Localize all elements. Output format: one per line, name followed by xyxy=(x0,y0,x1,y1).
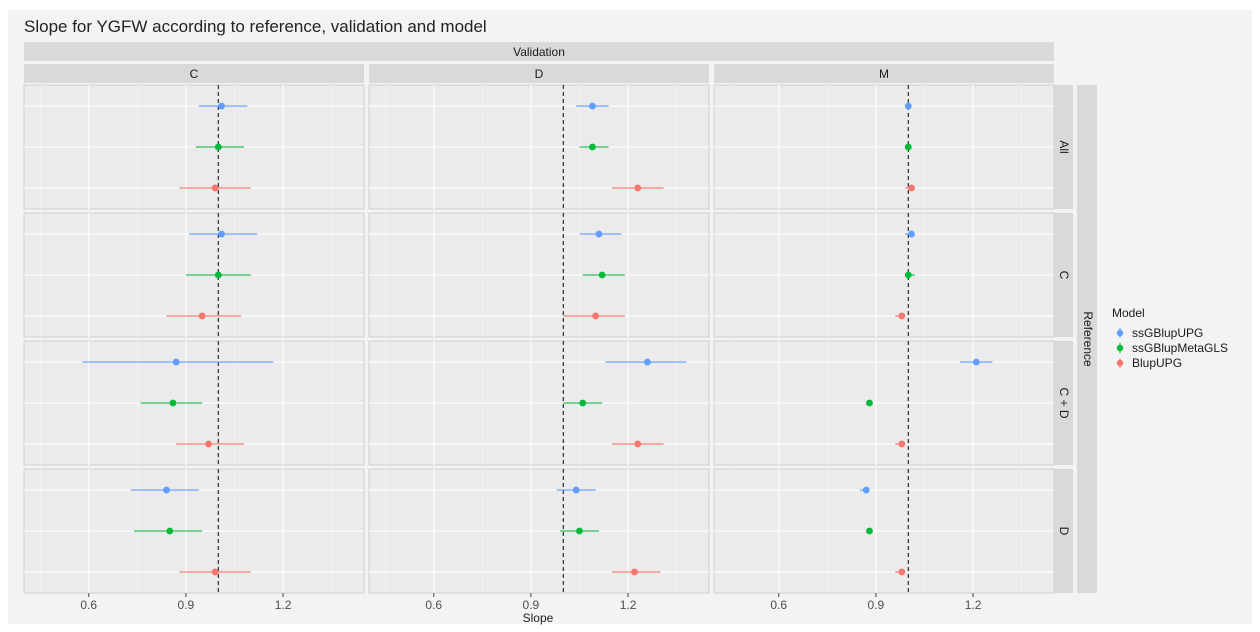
reference-strip xyxy=(1077,85,1097,593)
data-point xyxy=(218,230,225,238)
data-point xyxy=(198,312,206,320)
legend-key-point xyxy=(1116,359,1124,367)
data-point xyxy=(172,358,180,366)
data-point xyxy=(898,440,906,448)
validation-strip xyxy=(24,42,1054,61)
data-point xyxy=(972,358,980,366)
data-point xyxy=(592,312,600,320)
data-point xyxy=(211,568,219,576)
x-tick-label: 0.9 xyxy=(178,598,195,612)
x-tick-label: 0.9 xyxy=(868,598,885,612)
row-strip-label: C + D xyxy=(1057,387,1071,418)
data-point xyxy=(214,143,222,151)
row-strip-c xyxy=(1053,213,1073,337)
data-point xyxy=(862,486,870,494)
data-point xyxy=(904,102,912,110)
x-tick-label: 0.9 xyxy=(523,598,540,612)
column-strip-m xyxy=(714,64,1054,83)
reference-strip-label: Reference xyxy=(1081,311,1095,367)
data-point xyxy=(218,102,225,110)
row-strip-label: D xyxy=(1057,527,1071,536)
data-point xyxy=(169,399,177,407)
legend-key-point xyxy=(1116,344,1124,352)
data-point xyxy=(631,568,638,576)
row-strip-label: All xyxy=(1057,140,1071,153)
data-point xyxy=(908,184,915,192)
x-tick-label: 0.6 xyxy=(425,598,442,612)
legend-item-label: BlupUPG xyxy=(1132,356,1182,370)
row-strip-label: C xyxy=(1057,271,1071,280)
column-strip-label: C xyxy=(190,67,199,81)
legend-item-label: ssGBlupUPG xyxy=(1132,326,1203,340)
x-tick-label: 1.2 xyxy=(620,598,637,612)
x-tick-label: 1.2 xyxy=(965,598,982,612)
column-strip-d xyxy=(369,64,709,83)
facet-grid: Validation C D M Reference All C C + D D 0.6 0.9 1.… xyxy=(23,42,1097,612)
data-point xyxy=(634,440,642,448)
data-point xyxy=(211,184,219,192)
data-point xyxy=(908,230,915,238)
column-strip-label: D xyxy=(535,67,544,81)
data-point xyxy=(576,527,583,535)
data-point xyxy=(904,271,912,279)
data-point xyxy=(904,143,912,151)
x-axis-title: Slope xyxy=(523,611,554,625)
data-point xyxy=(595,230,603,238)
column-strip-c xyxy=(24,64,364,83)
validation-strip-label: Validation xyxy=(513,45,565,59)
data-point xyxy=(866,527,873,535)
data-point xyxy=(579,399,587,407)
legend-title: Model xyxy=(1112,306,1145,320)
row-strip-d xyxy=(1053,469,1073,593)
data-point xyxy=(214,271,222,279)
data-point xyxy=(166,527,174,535)
legend-item-label: ssGBlupMetaGLS xyxy=(1132,341,1228,355)
x-tick-label: 1.2 xyxy=(275,598,292,612)
data-point xyxy=(634,184,642,192)
x-tick-label: 0.6 xyxy=(770,598,787,612)
chart-title: Slope for YGFW according to reference, v… xyxy=(24,17,487,36)
row-strip-all xyxy=(1053,85,1073,209)
legend-key-point xyxy=(1116,329,1124,337)
data-point xyxy=(866,399,873,407)
data-point xyxy=(898,568,906,576)
data-point xyxy=(589,102,596,110)
data-point xyxy=(163,486,170,494)
data-point xyxy=(898,312,906,320)
row-strip-c-d xyxy=(1053,341,1073,465)
data-point xyxy=(205,440,212,448)
data-point xyxy=(572,486,580,494)
data-point xyxy=(598,271,606,279)
x-tick-label: 0.6 xyxy=(80,598,97,612)
data-point xyxy=(589,143,596,151)
data-point xyxy=(644,358,651,366)
column-strip-label: M xyxy=(879,67,889,81)
